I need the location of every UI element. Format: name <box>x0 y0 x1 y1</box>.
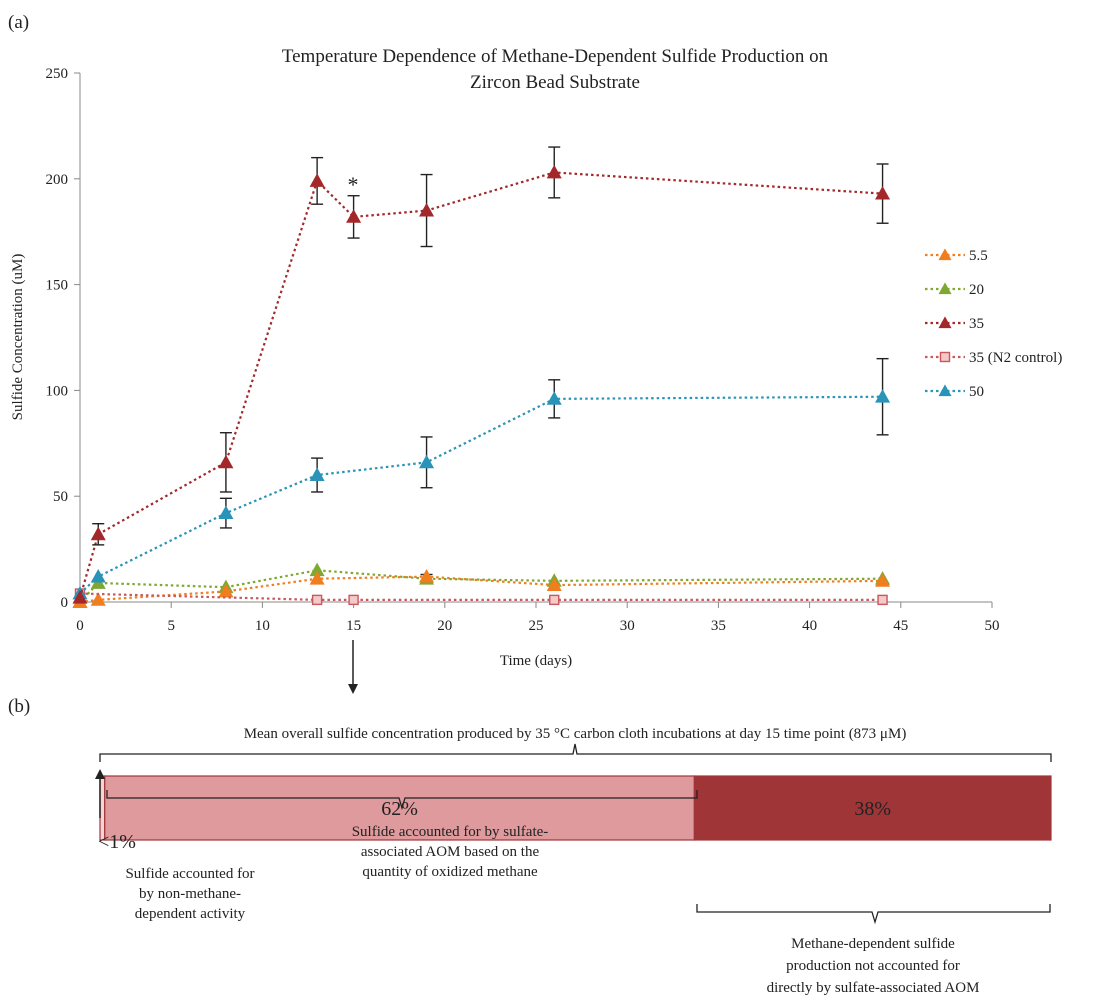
data-point <box>546 164 562 179</box>
line-chart: 0 50 100 150 200 250 0 5 10 15 20 25 30 35 40 45 50 <box>46 66 1000 634</box>
data-point <box>218 454 234 469</box>
x-tick-label: 45 <box>893 618 908 634</box>
mid-note-line-3: quantity of oxidized methane <box>362 864 538 880</box>
panel-b-label: (b) <box>8 696 30 717</box>
series-layer <box>72 146 891 608</box>
legend-entry: 5.5 <box>969 248 988 264</box>
data-point <box>90 592 106 606</box>
right-note-line-1: Methane-dependent sulfide <box>791 936 955 952</box>
x-tick-label: 30 <box>620 618 635 634</box>
series-line <box>78 171 883 599</box>
mid-note-line-2: associated AOM based on the <box>361 844 540 860</box>
right-note-line-3: directly by sulfate-associated AOM <box>767 980 980 996</box>
data-point <box>311 594 323 606</box>
legend-marker <box>938 282 952 295</box>
x-tick-label: 40 <box>802 618 817 634</box>
legend-entry: 35 (N2 control) <box>969 350 1062 366</box>
data-point <box>309 571 325 585</box>
x-tick-label: 20 <box>437 618 452 634</box>
y-tick-label: 50 <box>53 489 68 505</box>
data-point <box>218 583 234 598</box>
series-line <box>79 575 883 604</box>
legend-entry: 50 <box>969 384 984 400</box>
y-axis-ticks: 0 50 100 150 200 250 <box>46 66 80 611</box>
small-share-percent: <1% <box>98 831 136 853</box>
legend-marker <box>939 351 951 363</box>
data-point <box>877 594 888 606</box>
mid-brace <box>106 790 698 811</box>
data-point <box>546 391 562 405</box>
legend-marker <box>938 316 952 329</box>
data-point <box>348 594 359 606</box>
bar-segment-label: 62% <box>381 798 418 820</box>
data-point <box>875 185 891 200</box>
y-tick-label: 100 <box>46 383 69 399</box>
data-point <box>419 568 435 583</box>
legend: 5.5 20 35 35 (N2 control) 50 <box>925 248 1062 400</box>
data-point <box>875 389 891 403</box>
x-tick-label: 10 <box>255 618 270 634</box>
data-point <box>546 577 562 591</box>
data-point <box>875 573 891 587</box>
data-point <box>309 467 325 481</box>
y-tick-label: 150 <box>46 278 69 294</box>
y-tick-label: 250 <box>46 66 69 82</box>
y-tick-label: 200 <box>46 172 69 188</box>
data-point <box>549 594 560 606</box>
x-tick-label: 5 <box>167 618 175 634</box>
chart-title-line-2: Zircon Bead Substrate <box>470 72 640 93</box>
legend-entry: 35 <box>969 316 984 332</box>
y-tick-label: 0 <box>61 595 69 611</box>
x-axis-ticks: 0 5 10 15 20 25 30 35 40 45 50 <box>76 602 1000 634</box>
significance-star: * <box>348 172 359 197</box>
panel-b-header: Mean overall sulfide concentration produ… <box>244 726 907 742</box>
bar-segment <box>693 775 1052 841</box>
mid-note-line-1: Sulfide accounted for by sulfate- <box>352 824 549 840</box>
small-share-note-line-2: by non-methane- <box>139 886 241 902</box>
data-point <box>90 568 106 583</box>
bar-segment <box>104 775 695 841</box>
small-share-note-line-3: dependent activity <box>135 906 246 922</box>
x-tick-label: 35 <box>711 618 726 634</box>
data-point <box>309 173 325 187</box>
stacked-bar: 62% 38% <box>99 775 1052 841</box>
data-point <box>218 505 234 520</box>
right-brace <box>696 904 1051 925</box>
data-point <box>419 202 435 217</box>
x-axis-label: Time (days) <box>500 653 572 669</box>
small-share-note-line-1: Sulfide accounted for <box>125 866 254 882</box>
series-line <box>79 395 883 595</box>
data-point <box>72 590 88 604</box>
data-point <box>90 526 106 541</box>
panel-a-label: (a) <box>8 12 29 33</box>
x-tick-label: 0 <box>76 618 84 634</box>
y-axis-label: Sulfide Concentration (uM) <box>10 254 26 421</box>
right-note-line-2: production not accounted for <box>786 958 960 974</box>
legend-marker <box>938 384 952 397</box>
series-20 <box>72 562 891 608</box>
legend-marker <box>938 248 952 261</box>
bar-segment-label: 38% <box>854 798 891 820</box>
series-line <box>79 569 883 603</box>
x-tick-label: 25 <box>529 618 544 634</box>
top-brace <box>99 743 1052 762</box>
chart-title-line-1: Temperature Dependence of Methane-Depend… <box>282 46 829 67</box>
series-line <box>79 592 883 601</box>
x-tick-label: 50 <box>985 618 1000 634</box>
data-point <box>419 454 435 469</box>
x-tick-label: 15 <box>346 618 361 634</box>
legend-entry: 20 <box>969 282 984 298</box>
data-point <box>346 209 362 223</box>
series-35 <box>72 146 891 604</box>
